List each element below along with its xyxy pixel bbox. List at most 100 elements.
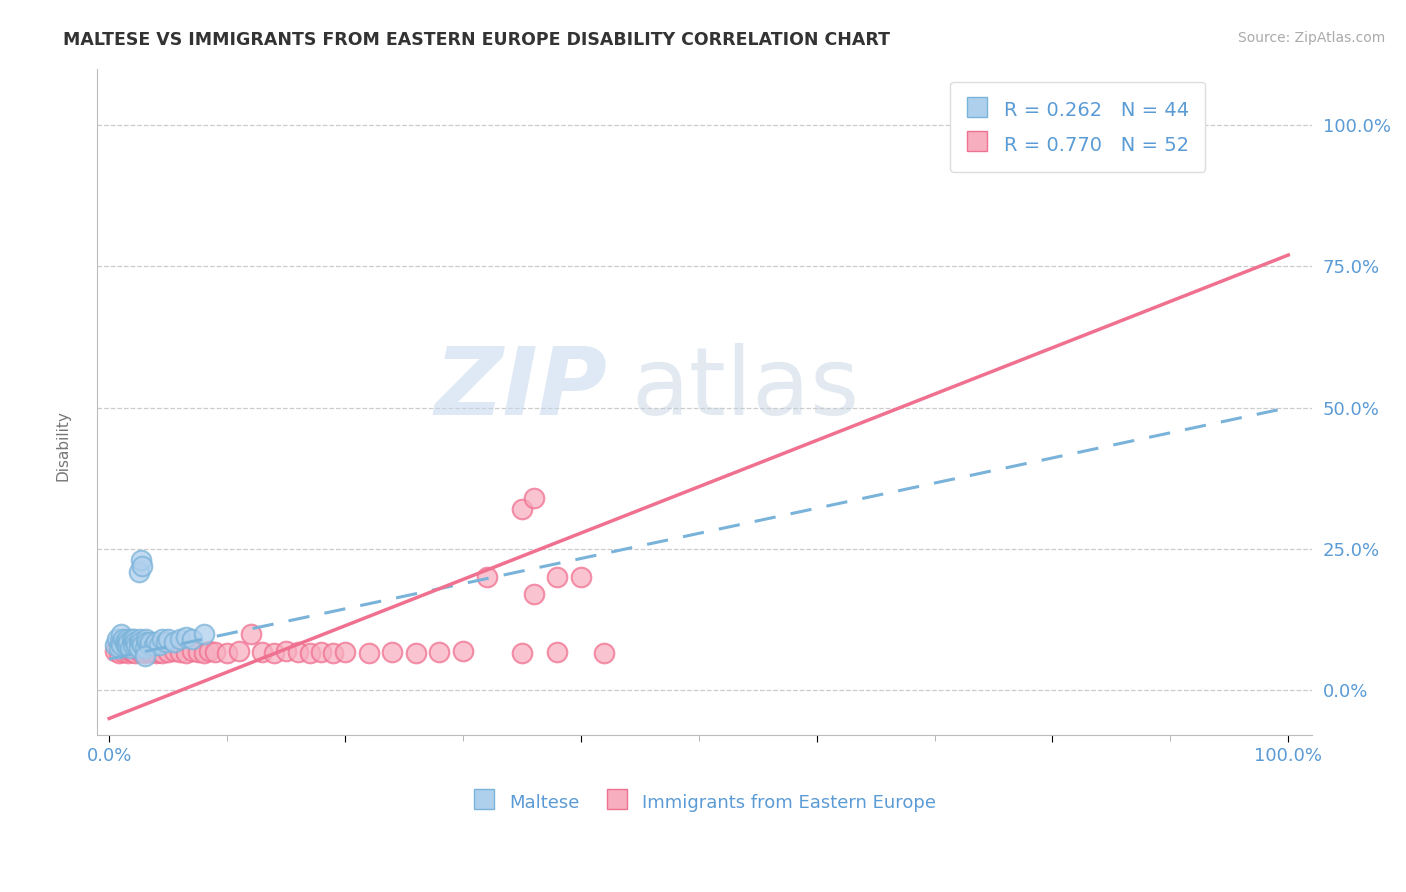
Point <box>193 647 215 661</box>
Point <box>163 643 186 657</box>
Text: MALTESE VS IMMIGRANTS FROM EASTERN EUROPE DISABILITY CORRELATION CHART: MALTESE VS IMMIGRANTS FROM EASTERN EUROP… <box>63 31 890 49</box>
Point <box>128 635 150 649</box>
Point <box>198 643 221 657</box>
Point <box>107 647 129 661</box>
Point <box>187 645 209 659</box>
Point <box>427 645 450 659</box>
Text: Disability: Disability <box>56 410 70 482</box>
Point <box>128 640 150 655</box>
Point <box>128 565 150 579</box>
Point <box>169 632 191 647</box>
Point <box>138 638 160 652</box>
Point <box>311 645 333 659</box>
Point <box>523 587 546 601</box>
Point <box>117 647 139 661</box>
Point <box>145 647 167 661</box>
Point <box>112 632 135 647</box>
Point <box>148 638 170 652</box>
Point <box>263 647 285 661</box>
Point <box>204 645 226 659</box>
Point <box>115 642 138 657</box>
Point <box>122 632 145 647</box>
Point <box>546 645 568 659</box>
Point <box>128 632 150 647</box>
Point <box>157 645 180 659</box>
Point <box>169 645 191 659</box>
Point <box>333 645 356 659</box>
Point <box>322 647 344 661</box>
Point <box>131 638 153 652</box>
Point <box>121 645 143 659</box>
Legend: Maltese, Immigrants from Eastern Europe: Maltese, Immigrants from Eastern Europe <box>464 781 945 822</box>
Text: ZIP: ZIP <box>434 343 607 434</box>
Point <box>124 647 146 661</box>
Point <box>287 645 309 659</box>
Point <box>136 643 159 657</box>
Point <box>129 645 152 659</box>
Point <box>134 649 156 664</box>
Point <box>405 647 427 661</box>
Point <box>150 632 173 647</box>
Point <box>174 630 197 644</box>
Point <box>155 635 177 649</box>
Point <box>110 638 132 652</box>
Point <box>145 635 167 649</box>
Point <box>523 491 546 505</box>
Point <box>104 638 127 652</box>
Point <box>143 638 166 652</box>
Point <box>107 632 129 647</box>
Point <box>274 643 297 657</box>
Point <box>136 635 159 649</box>
Point <box>129 553 152 567</box>
Point <box>569 570 592 584</box>
Point <box>104 643 127 657</box>
Point <box>108 635 131 649</box>
Point <box>546 570 568 584</box>
Point <box>110 626 132 640</box>
Text: Source: ZipAtlas.com: Source: ZipAtlas.com <box>1237 31 1385 45</box>
Point <box>129 635 152 649</box>
Point <box>510 502 533 516</box>
Point <box>135 632 157 647</box>
Point <box>451 643 474 657</box>
Point <box>124 635 146 649</box>
Point <box>228 643 250 657</box>
Point <box>252 645 274 659</box>
Point <box>163 635 186 649</box>
Point <box>174 647 197 661</box>
Point <box>510 647 533 661</box>
Point <box>134 640 156 655</box>
Point <box>115 638 138 652</box>
Point <box>121 638 143 652</box>
Point <box>121 632 143 647</box>
Point <box>148 645 170 659</box>
Point <box>114 635 136 649</box>
Point <box>593 647 616 661</box>
Point <box>381 645 404 659</box>
Point <box>1123 118 1146 132</box>
Point <box>114 638 136 652</box>
Point <box>107 640 129 655</box>
Point <box>217 647 239 661</box>
Point <box>115 632 138 647</box>
Point <box>117 635 139 649</box>
Point <box>357 647 380 661</box>
Point <box>139 635 162 649</box>
Point <box>112 645 135 659</box>
Point <box>128 643 150 657</box>
Point <box>120 643 142 657</box>
Point <box>180 643 202 657</box>
Point <box>125 638 148 652</box>
Point <box>121 635 143 649</box>
Point <box>157 632 180 647</box>
Point <box>120 640 142 655</box>
Point <box>193 626 215 640</box>
Point <box>139 645 162 659</box>
Point <box>134 647 156 661</box>
Point <box>131 558 153 573</box>
Point <box>239 626 262 640</box>
Point <box>110 640 132 655</box>
Point <box>475 570 498 584</box>
Text: atlas: atlas <box>631 343 860 434</box>
Point <box>150 647 173 661</box>
